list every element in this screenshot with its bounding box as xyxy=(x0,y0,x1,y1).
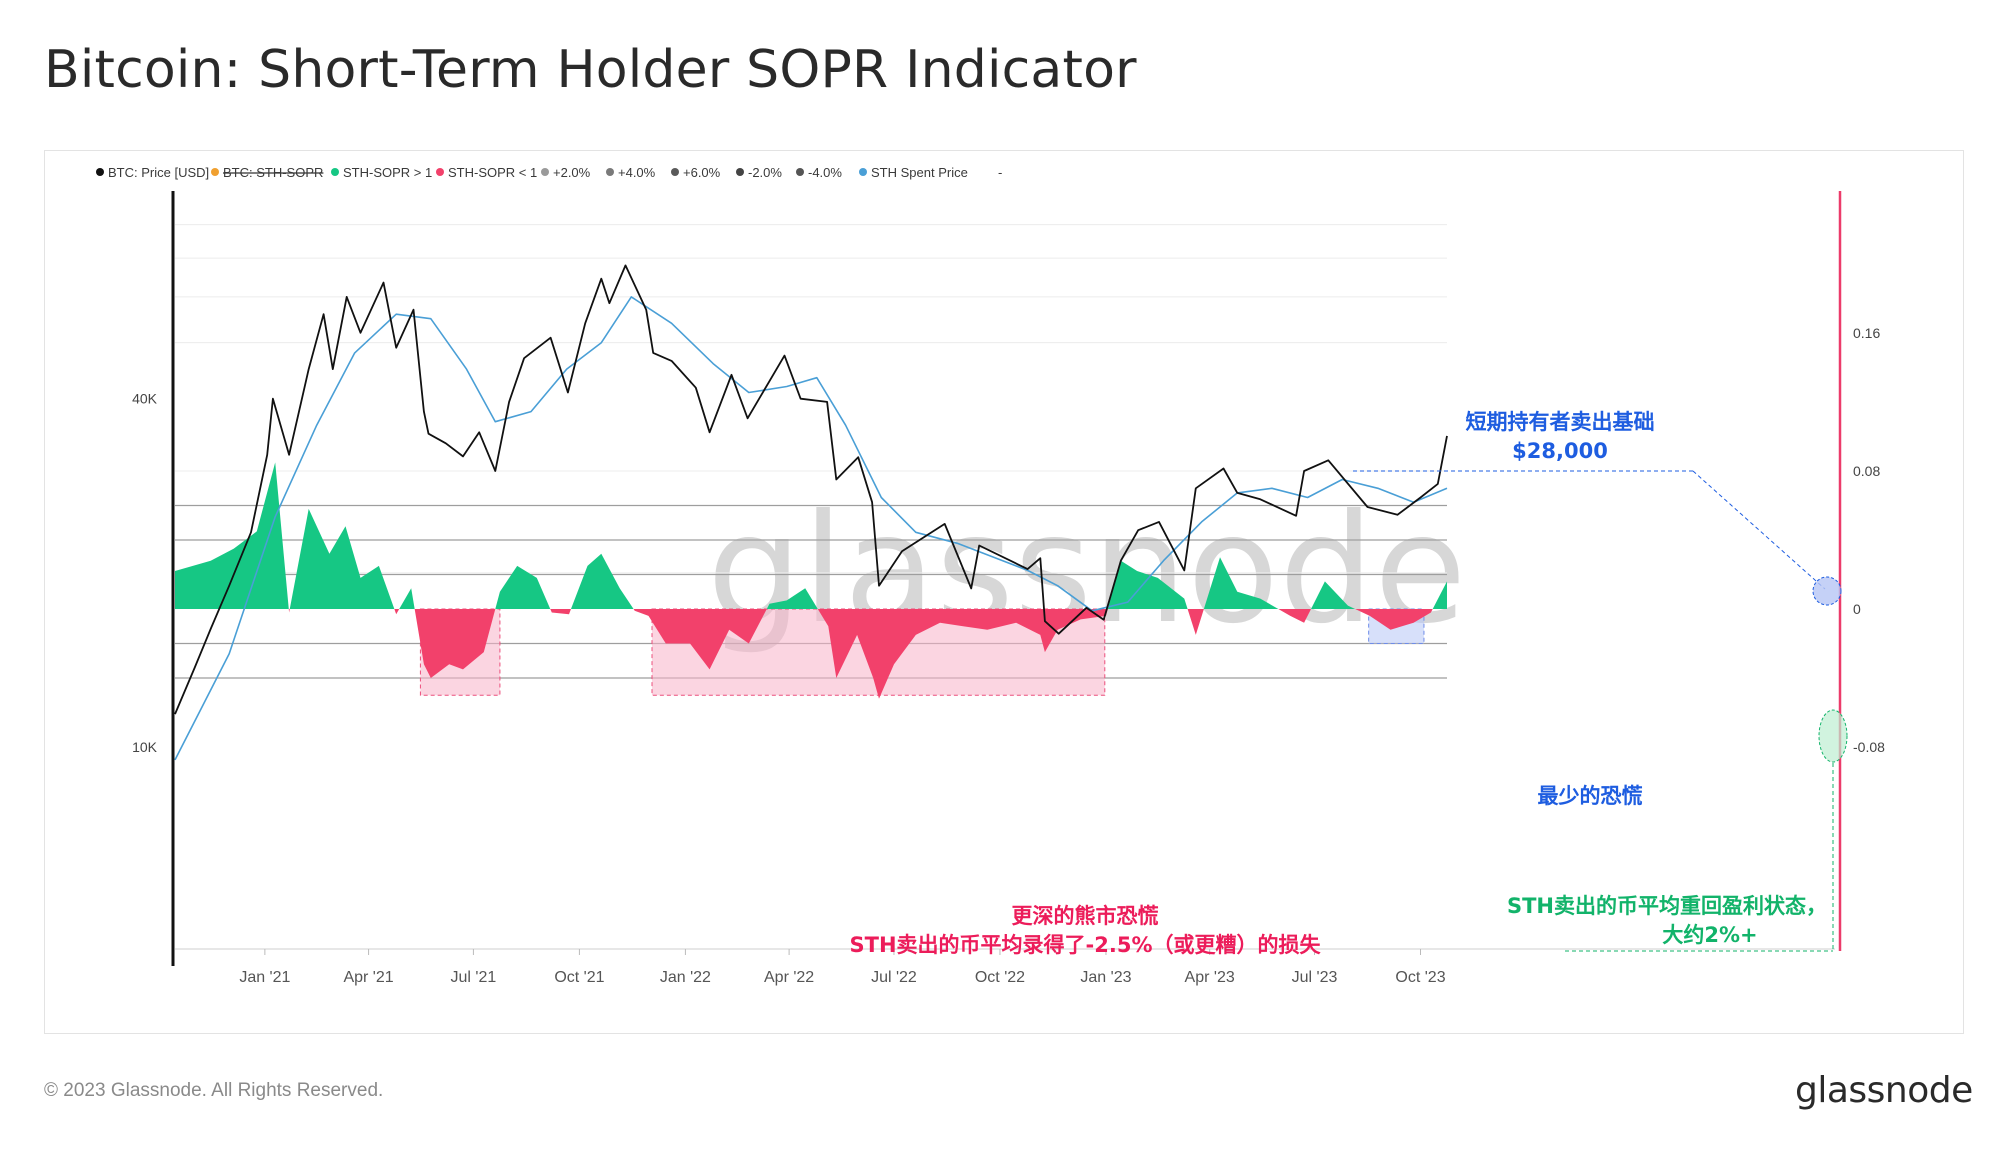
legend-dot-8 xyxy=(796,168,804,176)
x-tick-label-0: Jan '21 xyxy=(239,969,290,986)
legend-dot-9 xyxy=(859,168,867,176)
y-right-tick-label-0: 0.16 xyxy=(1853,325,1880,341)
legend-label-4: +2.0% xyxy=(553,165,591,180)
sopr-positive-area xyxy=(175,462,1447,609)
legend-dot-7 xyxy=(736,168,744,176)
x-tick-label-3: Oct '21 xyxy=(554,969,604,986)
x-tick-label-5: Apr '22 xyxy=(764,969,814,986)
sth-spent-price-line xyxy=(174,296,1448,761)
legend-label-2: STH-SOPR > 1 xyxy=(343,165,432,180)
legend: BTC: Price [USD] BTC: STH-SOPR STH-SOPR > … xyxy=(96,165,1002,180)
profit-marker xyxy=(1818,709,1848,763)
legend-dot-5 xyxy=(606,168,614,176)
y-left-tick-label-0: 40K xyxy=(132,391,158,407)
legend-dot-6 xyxy=(671,168,679,176)
y-left-tick-label-1: 10K xyxy=(132,739,158,755)
sopr-negative-area xyxy=(175,609,1447,699)
legend-dot-3 xyxy=(436,168,444,176)
legend-label-7: -2.0% xyxy=(748,165,782,180)
legend-label-5: +4.0% xyxy=(618,165,656,180)
axes: Jan '21 Apr '21 Jul '21 Oct '21 Jan '22 Apr '… xyxy=(132,191,1885,986)
legend-dot-1 xyxy=(211,168,219,176)
bear-fear-label-1: 更深的熊市恐慌 xyxy=(1012,904,1159,928)
x-tick-label-10: Jul '23 xyxy=(1292,969,1338,986)
legend-label-8: -4.0% xyxy=(808,165,842,180)
x-tick-label-1: Apr '21 xyxy=(343,969,393,986)
legend-dot-0 xyxy=(96,168,104,176)
legend-dot-2 xyxy=(331,168,339,176)
x-tick-label-8: Jan '23 xyxy=(1080,969,1131,986)
btc-price-line xyxy=(174,264,1448,715)
profit-label-2: 大约2%+ xyxy=(1662,923,1757,947)
glassnode-logo: glassnode xyxy=(1795,1070,1973,1111)
x-tick-label-4: Jan '22 xyxy=(660,969,711,986)
price-lines xyxy=(174,264,1448,761)
legend-label-10: - xyxy=(998,165,1002,180)
legend-label-9: STH Spent Price xyxy=(871,165,968,180)
page-title: Bitcoin: Short-Term Holder SOPR Indicato… xyxy=(44,40,1137,100)
legend-label-1: BTC: STH-SOPR xyxy=(223,165,323,180)
support-price: $28,000 xyxy=(1512,439,1608,463)
support-marker xyxy=(1812,576,1842,606)
chart-panel: BTC: Price [USD] BTC: STH-SOPR STH-SOPR > … xyxy=(44,150,1964,1034)
support-leader xyxy=(1692,470,1826,590)
y-right-tick-label-1: 0.08 xyxy=(1853,463,1880,479)
x-tick-label-2: Jul '21 xyxy=(451,969,497,986)
x-tick-label-6: Jul '22 xyxy=(871,969,917,986)
support-title: 短期持有者卖出基础 xyxy=(1466,410,1655,434)
legend-dot-4 xyxy=(541,168,549,176)
sopr-area xyxy=(175,462,1447,699)
y-right-tick-label-2: 0 xyxy=(1853,601,1861,617)
least-fear-label: 最少的恐慌 xyxy=(1538,784,1643,808)
bear-fear-label-2: STH卖出的币平均录得了-2.5%（或更糟）的损失 xyxy=(850,933,1322,957)
legend-label-3: STH-SOPR < 1 xyxy=(448,165,537,180)
footer-copyright: © 2023 Glassnode. All Rights Reserved. xyxy=(44,1080,384,1101)
legend-label-6: +6.0% xyxy=(683,165,721,180)
legend-label-0: BTC: Price [USD] xyxy=(108,165,209,180)
x-tick-label-7: Oct '22 xyxy=(975,969,1025,986)
x-tick-label-9: Apr '23 xyxy=(1185,969,1235,986)
x-tick-label-11: Oct '23 xyxy=(1395,969,1445,986)
y-right-tick-label-3: -0.08 xyxy=(1853,739,1885,755)
profit-label-1: STH卖出的币平均重回盈利状态， xyxy=(1507,894,1827,918)
sopr-chart: BTC: Price [USD] BTC: STH-SOPR STH-SOPR > … xyxy=(96,165,1885,986)
